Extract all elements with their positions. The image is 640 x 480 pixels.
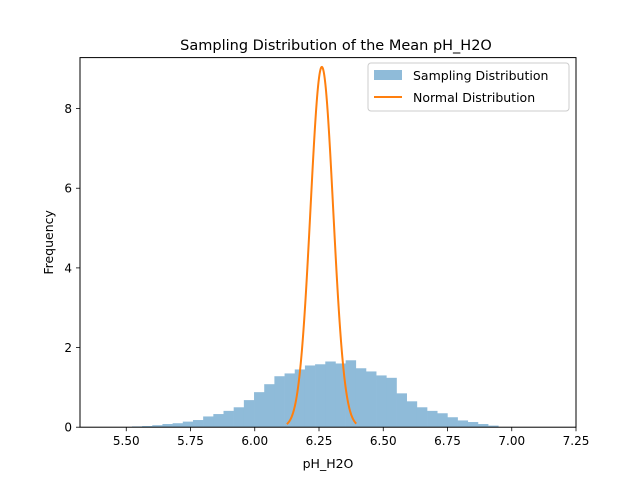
histogram-bar xyxy=(447,417,458,428)
histogram-bar xyxy=(427,410,438,428)
histogram-bar xyxy=(243,400,255,428)
legend-box xyxy=(367,62,570,112)
legend: Sampling Distribution Normal Distributio… xyxy=(367,62,570,112)
histogram-bar xyxy=(325,361,336,428)
histogram-bar xyxy=(488,425,499,428)
x-axis-label: pH_H2O xyxy=(303,456,354,471)
histogram-bar xyxy=(457,420,469,428)
histogram-bar xyxy=(203,416,214,428)
histogram-bar xyxy=(355,368,367,428)
x-axis-ticks: 5.50 5.75 6.00 6.25 6.50 6.75 7.00 7.25 xyxy=(113,427,589,448)
x-tick-label: 5.50 xyxy=(113,434,140,448)
normal-curve-line xyxy=(286,65,357,425)
y-axis-ticks: 0 2 4 6 8 xyxy=(64,102,80,435)
histogram-bar xyxy=(223,410,234,428)
histogram-bar xyxy=(233,407,245,428)
histogram-bar xyxy=(264,384,275,428)
histogram-bar xyxy=(477,424,489,428)
legend-label-normal: Normal Distribution xyxy=(413,90,535,105)
y-axis-label: Frequency xyxy=(41,210,56,275)
legend-swatch-sampling xyxy=(374,70,402,80)
y-tick-label: 4 xyxy=(64,261,72,275)
histogram-bar xyxy=(437,413,448,428)
histogram-bar xyxy=(162,424,173,428)
x-tick-label: 6.00 xyxy=(241,434,268,448)
x-tick-label: 7.00 xyxy=(498,434,525,448)
histogram-bar xyxy=(142,426,153,428)
histogram-bars xyxy=(131,360,499,428)
histogram-bar xyxy=(192,420,204,428)
histogram-bar xyxy=(396,393,407,428)
axes-frame xyxy=(79,57,577,428)
histogram-bar xyxy=(152,425,163,428)
histogram-bar xyxy=(467,422,479,428)
histogram-bar xyxy=(304,365,316,428)
y-tick-label: 8 xyxy=(64,102,72,116)
histogram-bar xyxy=(406,401,418,428)
x-tick-label: 5.75 xyxy=(177,434,204,448)
histogram-bar xyxy=(182,421,194,428)
x-tick-label: 6.50 xyxy=(370,434,397,448)
histogram-bar xyxy=(294,369,306,428)
histogram-bar xyxy=(274,376,285,428)
histogram-bar xyxy=(315,364,326,428)
histogram-bar xyxy=(213,414,224,428)
histogram-bar xyxy=(386,377,397,428)
x-tick-label: 7.25 xyxy=(563,434,590,448)
y-tick-label: 2 xyxy=(64,341,72,355)
histogram-bar xyxy=(172,423,184,428)
histogram-bar xyxy=(254,392,265,428)
y-tick-label: 0 xyxy=(64,421,72,435)
x-tick-label: 6.25 xyxy=(306,434,333,448)
histogram-bar xyxy=(365,371,377,428)
histogram-bar xyxy=(376,375,387,428)
legend-label-sampling: Sampling Distribution xyxy=(413,68,548,83)
histogram-bar xyxy=(345,360,357,428)
normal-curve-group xyxy=(286,65,357,425)
y-tick-label: 6 xyxy=(64,182,72,196)
histogram-bar xyxy=(416,407,428,428)
chart-title: Sampling Distribution of the Mean pH_H2O xyxy=(180,38,492,54)
x-tick-label: 6.75 xyxy=(434,434,461,448)
histogram-bar xyxy=(284,373,296,428)
histogram-bar xyxy=(335,363,346,428)
